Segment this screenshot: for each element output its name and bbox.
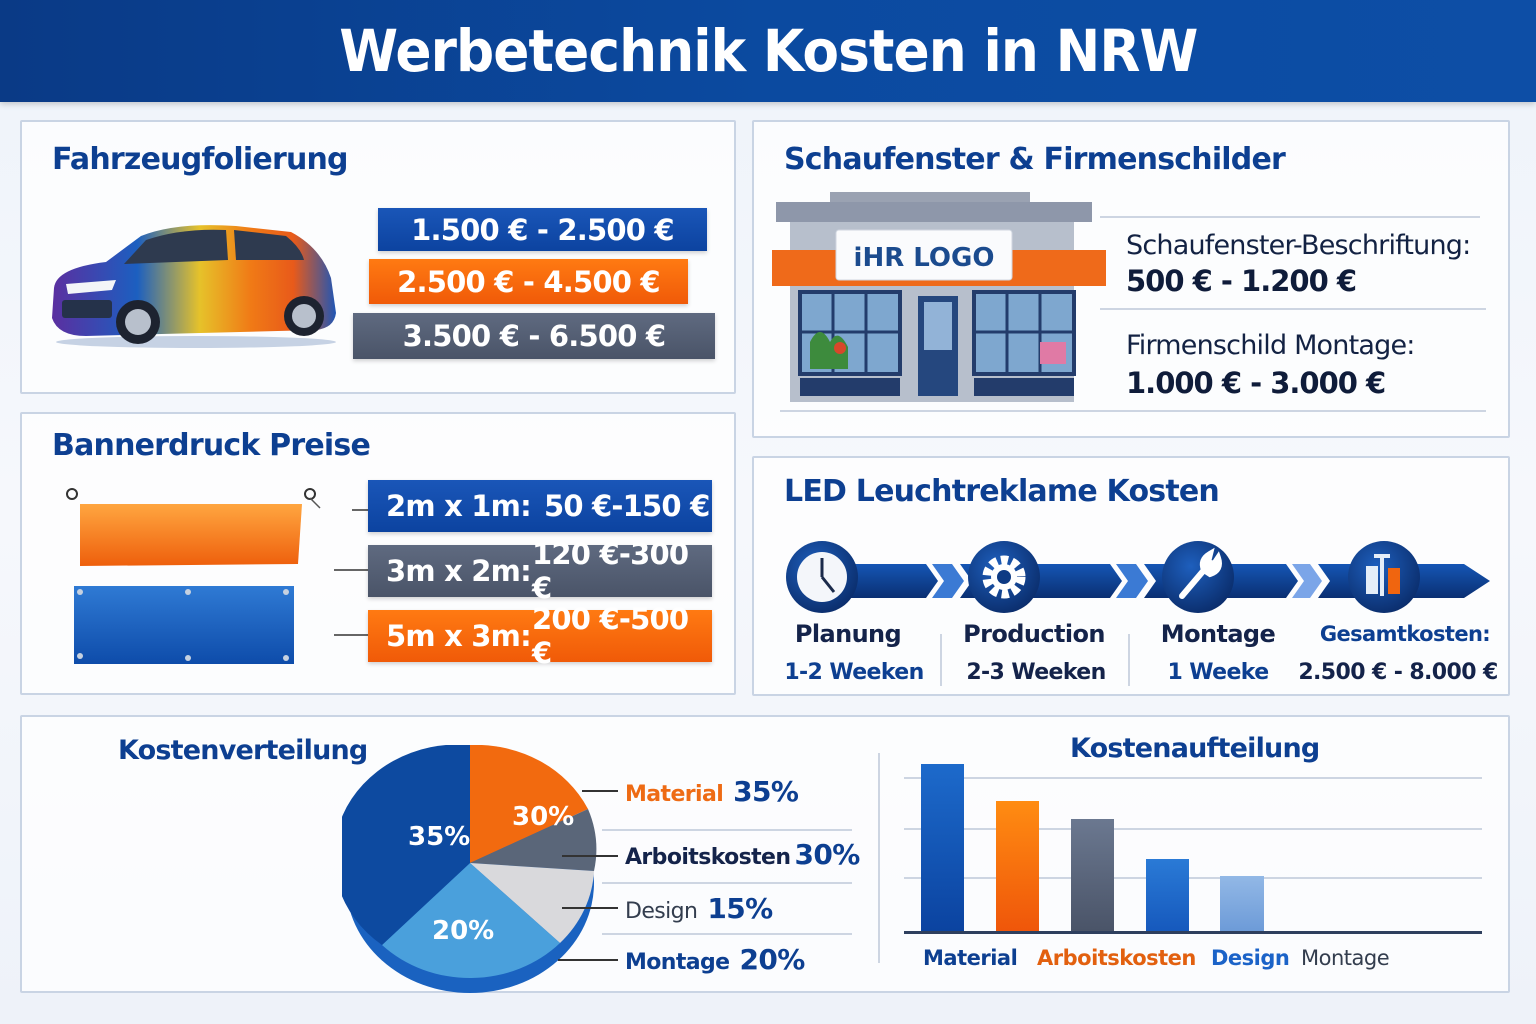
bar-label-material: Material: [923, 946, 1018, 970]
step-planning-title: Planung: [794, 620, 902, 648]
bar-installation: [1220, 876, 1264, 931]
gridline: [904, 877, 1482, 879]
window-lettering-value: 500 € - 1.200 €: [1126, 264, 1357, 298]
pie-chart: 35% 30% 20%: [342, 745, 597, 993]
divider: [602, 829, 852, 831]
wrench-icon: [1162, 541, 1234, 613]
pie-label-20: 20%: [432, 916, 494, 946]
storefront-panel: Schaufenster & Firmenschilder iHR LOGO S…: [752, 120, 1510, 438]
connector-line: [334, 634, 370, 636]
leader-line: [582, 790, 618, 792]
step-production-title: Production: [963, 620, 1105, 648]
tools-icon: [1348, 541, 1420, 613]
banner-price-range: 50 €-150 €: [544, 489, 710, 523]
step-planning-duration: 1-2 Weeken: [784, 660, 924, 685]
x-axis: [904, 931, 1482, 934]
banner-illustration: [66, 488, 321, 664]
bar-labor: [996, 801, 1039, 931]
car-icon: [52, 225, 336, 348]
gridline: [904, 777, 1482, 779]
divider: [1128, 634, 1130, 686]
process-arrow: [786, 541, 1490, 613]
divider: [940, 634, 942, 686]
total-cost-title: Gesamtkosten:: [1319, 622, 1491, 646]
divider: [1100, 308, 1486, 310]
banner-price-2x1: 2m x 1m: 50 €-150 €: [368, 480, 712, 532]
storefront-title: Schaufenster & Firmenschilder: [784, 142, 1286, 177]
bar-third: [1071, 819, 1114, 931]
banner-size-label: 3m x 2m:: [386, 554, 532, 588]
bar-label-installation: Montage: [1301, 946, 1390, 970]
banner-price-range: 120 €-300 €: [532, 537, 689, 605]
connector-line: [352, 509, 370, 511]
leader-line: [562, 855, 618, 857]
price-bar-2: 2.500 € - 4.500 €: [369, 259, 688, 304]
legend-installation: Montage 20%: [625, 943, 805, 976]
divider: [602, 882, 852, 884]
banner-printing-panel: Bannerdruck Preise 2m x 1m: 50 €-150 € 3…: [20, 412, 736, 695]
leader-line: [558, 959, 618, 961]
banner-price-5x3: 5m x 3m: 200 €-500 €: [368, 602, 712, 670]
header-banner: Werbetechnik Kosten in NRW: [0, 0, 1536, 102]
bar-chart-title: Kostenaufteilung: [1070, 733, 1320, 764]
sign-installation-value: 1.000 € - 3.000 €: [1126, 366, 1386, 400]
divider: [1100, 216, 1480, 218]
legend-labor: Arboitskosten 30%: [625, 838, 860, 871]
banner-price-3x2: 3m x 2m: 120 €-300 €: [368, 537, 712, 605]
price-bar-1: 1.500 € - 2.500 €: [378, 208, 707, 251]
connector-line: [334, 569, 370, 571]
shop-icon: iHR LOGO: [772, 192, 1106, 402]
divider: [780, 410, 1486, 412]
price-bar-3: 3.500 € - 6.500 €: [353, 313, 715, 359]
pie-label-30: 30%: [512, 802, 574, 832]
divider: [602, 933, 852, 935]
gear-icon: [968, 541, 1040, 613]
leader-line: [562, 907, 618, 909]
sign-installation-label: Firmenschild Montage:: [1126, 330, 1415, 361]
banner-size-label: 5m x 3m:: [386, 619, 532, 653]
vehicle-wrapping-title: Fahrzeugfolierung: [52, 142, 349, 177]
step-installation-duration: 1 Weeke: [1167, 660, 1269, 685]
total-cost-value: 2.500 € - 8.000 €: [1298, 660, 1498, 685]
banner-size-label: 2m x 1m:: [386, 489, 532, 523]
charts-panel: Kostenverteilung 35% 30% 20% Material 35%…: [20, 715, 1510, 993]
pie-chart-title: Kostenverteilung: [118, 735, 368, 766]
chart-separator: [878, 753, 880, 963]
clock-icon: [786, 541, 858, 613]
bar-material: [921, 764, 964, 931]
logo-text: iHR LOGO: [854, 243, 995, 273]
bar-label-labor: Arboitskosten: [1037, 946, 1196, 970]
vehicle-wrapping-panel: Fahrzeugfolierung 1.500 € - 2.500 € 2.50…: [20, 120, 736, 394]
bar-label-design: Design: [1211, 946, 1290, 970]
step-installation-title: Montage: [1160, 620, 1276, 648]
page-title: Werbetechnik Kosten in NRW: [338, 17, 1198, 85]
bar-design: [1146, 859, 1189, 931]
led-signage-panel: LED Leuchtreklame Kosten: [752, 456, 1510, 696]
legend-material: Material 35%: [625, 775, 799, 808]
window-lettering-label: Schaufenster-Beschriftung:: [1126, 230, 1471, 261]
banner-printing-title: Bannerdruck Preise: [52, 428, 371, 463]
led-signage-title: LED Leuchtreklame Kosten: [784, 474, 1220, 509]
pie-label-35: 35%: [408, 822, 470, 852]
gridline: [904, 828, 1482, 830]
banner-price-range: 200 €-500 €: [532, 602, 689, 670]
step-production-duration: 2-3 Weeken: [966, 660, 1106, 685]
legend-design: Design 15%: [625, 892, 773, 925]
